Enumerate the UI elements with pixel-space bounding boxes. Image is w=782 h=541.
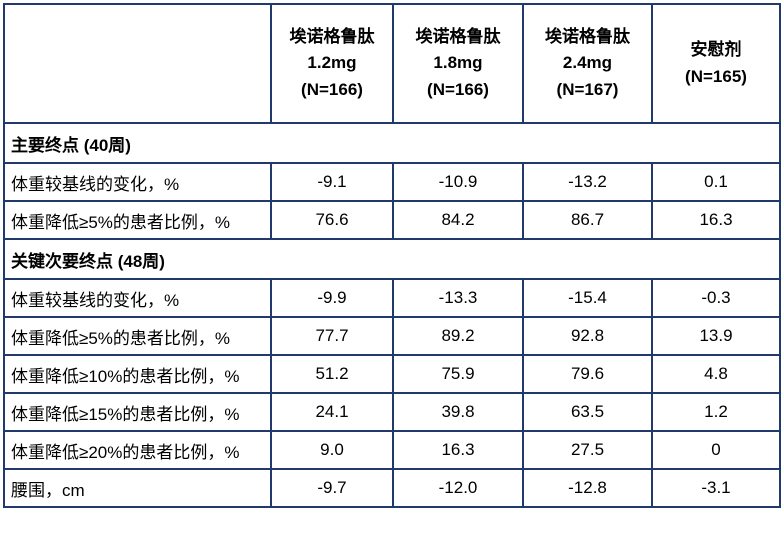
value-cell: 24.1 bbox=[270, 392, 394, 432]
value-cell: 0.1 bbox=[651, 162, 781, 202]
row-label: 体重降低≥10%的患者比例，% bbox=[3, 354, 272, 394]
value-cell: 86.7 bbox=[522, 200, 653, 240]
value-cell: 89.2 bbox=[392, 316, 524, 356]
table-row: 体重降低≥15%的患者比例，% 24.1 39.8 63.5 1.2 bbox=[3, 392, 781, 432]
value-cell: -9.1 bbox=[270, 162, 394, 202]
row-label: 体重降低≥5%的患者比例，% bbox=[3, 316, 272, 356]
value-cell: 9.0 bbox=[270, 430, 394, 470]
value-cell: -3.1 bbox=[651, 468, 781, 508]
section-title-primary-endpoint: 主要终点 (40周) bbox=[3, 122, 781, 164]
table-row: 体重降低≥20%的患者比例，% 9.0 16.3 27.5 0 bbox=[3, 430, 781, 470]
value-cell: 27.5 bbox=[522, 430, 653, 470]
section-title-key-secondary-endpoint: 关键次要终点 (48周) bbox=[3, 238, 781, 280]
table-row: 腰围，cm -9.7 -12.0 -12.8 -3.1 bbox=[3, 468, 781, 508]
value-cell: 51.2 bbox=[270, 354, 394, 394]
table-row: 体重降低≥10%的患者比例，% 51.2 75.9 79.6 4.8 bbox=[3, 354, 781, 394]
value-cell: 63.5 bbox=[522, 392, 653, 432]
table-row: 体重降低≥5%的患者比例，% 77.7 89.2 92.8 13.9 bbox=[3, 316, 781, 356]
table-row: 体重降低≥5%的患者比例，% 76.6 84.2 86.7 16.3 bbox=[3, 200, 781, 240]
value-cell: 1.2 bbox=[651, 392, 781, 432]
value-cell: 16.3 bbox=[392, 430, 524, 470]
column-header-dose-1-2mg: 埃诺格鲁肽 1.2mg (N=166) bbox=[270, 3, 394, 124]
row-label: 腰围，cm bbox=[3, 468, 272, 508]
header-row: 埃诺格鲁肽 1.2mg (N=166) 埃诺格鲁肽 1.8mg (N=166) … bbox=[3, 3, 781, 124]
value-cell: 92.8 bbox=[522, 316, 653, 356]
value-cell: -12.0 bbox=[392, 468, 524, 508]
value-cell: 75.9 bbox=[392, 354, 524, 394]
row-label: 体重降低≥5%的患者比例，% bbox=[3, 200, 272, 240]
corner-cell bbox=[3, 3, 272, 124]
value-cell: 84.2 bbox=[392, 200, 524, 240]
value-cell: 13.9 bbox=[651, 316, 781, 356]
value-cell: -12.8 bbox=[522, 468, 653, 508]
value-cell: -10.9 bbox=[392, 162, 524, 202]
clinical-results-table: 埃诺格鲁肽 1.2mg (N=166) 埃诺格鲁肽 1.8mg (N=166) … bbox=[3, 3, 781, 508]
section-title-row-primary: 主要终点 (40周) bbox=[3, 122, 781, 164]
value-cell: 76.6 bbox=[270, 200, 394, 240]
column-header-dose-1-8mg: 埃诺格鲁肽 1.8mg (N=166) bbox=[392, 3, 524, 124]
value-cell: -0.3 bbox=[651, 278, 781, 318]
table-row: 体重较基线的变化，% -9.9 -13.3 -15.4 -0.3 bbox=[3, 278, 781, 318]
section-title-row-secondary: 关键次要终点 (48周) bbox=[3, 238, 781, 280]
row-label: 体重降低≥20%的患者比例，% bbox=[3, 430, 272, 470]
value-cell: 77.7 bbox=[270, 316, 394, 356]
value-cell: 39.8 bbox=[392, 392, 524, 432]
column-header-placebo: 安慰剂 (N=165) bbox=[651, 3, 781, 124]
value-cell: -13.3 bbox=[392, 278, 524, 318]
value-cell: 0 bbox=[651, 430, 781, 470]
column-header-dose-2-4mg: 埃诺格鲁肽 2.4mg (N=167) bbox=[522, 3, 653, 124]
value-cell: 16.3 bbox=[651, 200, 781, 240]
value-cell: 4.8 bbox=[651, 354, 781, 394]
table-row: 体重较基线的变化，% -9.1 -10.9 -13.2 0.1 bbox=[3, 162, 781, 202]
row-label: 体重较基线的变化，% bbox=[3, 278, 272, 318]
value-cell: 79.6 bbox=[522, 354, 653, 394]
value-cell: -15.4 bbox=[522, 278, 653, 318]
value-cell: -9.7 bbox=[270, 468, 394, 508]
value-cell: -9.9 bbox=[270, 278, 394, 318]
row-label: 体重降低≥15%的患者比例，% bbox=[3, 392, 272, 432]
value-cell: -13.2 bbox=[522, 162, 653, 202]
row-label: 体重较基线的变化，% bbox=[3, 162, 272, 202]
